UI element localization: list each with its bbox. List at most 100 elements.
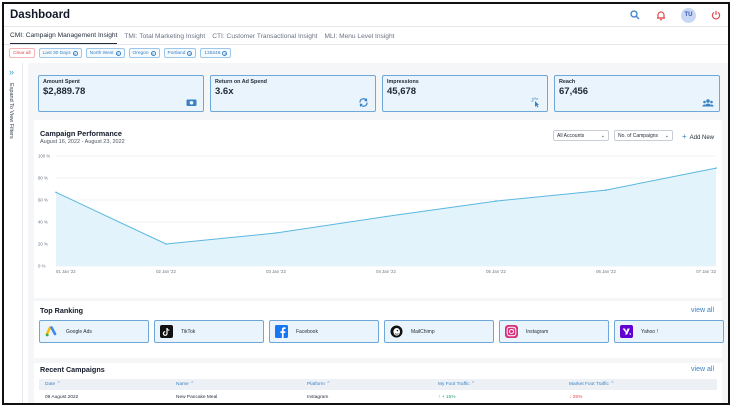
instagram-icon: [504, 325, 518, 339]
kpi-label: Amount Spent: [43, 79, 80, 85]
facebook-icon: [274, 325, 288, 339]
add-new-button[interactable]: + Add New: [682, 132, 714, 141]
table-row[interactable]: 09 August 2022 New Pancake Meal Instagra…: [39, 390, 717, 403]
kpi-card-reach[interactable]: Reach 67,456: [554, 75, 720, 112]
page-title: Dashboard: [10, 9, 71, 21]
user-avatar[interactable]: TU: [681, 7, 696, 23]
tab-cmi[interactable]: CMI: Campaign Management Insight: [10, 32, 118, 44]
kpi-value: 3.6x: [215, 86, 234, 97]
platform-name: Facebook: [296, 328, 318, 335]
close-icon[interactable]: ×: [150, 50, 156, 56]
performance-chart: 0 % 20 % 40 % 60 % 80 % 100 % 01 Jan '22 02 Jan…: [38, 154, 717, 274]
data-point: [275, 232, 277, 234]
header-actions: TU: [629, 7, 722, 23]
y-tick-label: 0 %: [38, 264, 46, 269]
x-tick-label: 03 Jan '22: [266, 269, 286, 274]
data-point: [495, 200, 497, 202]
recent-campaigns-table: Date ⌃ Name ⌃ Platform ⌃ My Foot Traffic…: [39, 379, 717, 403]
recent-title: Recent Campaigns: [40, 365, 105, 374]
cell-date: 09 August 2022: [45, 394, 79, 400]
x-tick-label: 04 Jan '22: [376, 269, 396, 274]
expand-filters-label[interactable]: Expand To View Filters: [8, 83, 14, 139]
campaigns-select-value: No. of Campaigns: [618, 132, 659, 139]
filter-chip[interactable]: 135246 ×: [200, 48, 232, 58]
platform-name: TikTok: [181, 328, 196, 335]
close-icon[interactable]: ×: [222, 50, 228, 56]
kpi-row: Amount Spent $2,889.78 Return on Ad Spen…: [38, 75, 720, 112]
column-header-name[interactable]: Name ⌃: [176, 382, 195, 387]
add-new-label: Add New: [689, 135, 714, 141]
chevron-down-icon: ⌄: [664, 132, 669, 139]
platform-card-yahoo[interactable]: Yahoo !: [614, 320, 724, 343]
kpi-card-impressions[interactable]: Impressions 45,678: [382, 75, 548, 112]
filter-sidebar: » Expand To View Filters: [4, 63, 23, 403]
money-icon: [186, 95, 197, 106]
chevron-down-icon: ⌄: [600, 132, 605, 139]
google-ads-icon: [44, 325, 58, 339]
clear-all-button[interactable]: Clear all: [9, 48, 35, 58]
kpi-value: 45,678: [387, 86, 417, 97]
column-header-my-foot-traffic[interactable]: My Foot Traffic ⌃: [438, 382, 475, 387]
kpi-value: $2,889.78: [43, 86, 86, 97]
platform-list: Google Ads TikTok Facebook: [39, 320, 724, 343]
tab-tmi[interactable]: TMI: Total Marketing Insight: [124, 33, 206, 40]
ranking-view-all-link[interactable]: view all: [691, 307, 714, 314]
users-icon: [702, 95, 714, 107]
platform-card-facebook[interactable]: Facebook: [269, 320, 379, 343]
recent-view-all-link[interactable]: view all: [691, 366, 714, 373]
platform-name: Google Ads: [66, 328, 92, 335]
plus-icon: +: [681, 132, 687, 141]
column-header-market-foot-traffic[interactable]: Market Foot Traffic ⌃: [569, 382, 615, 387]
platform-card-tiktok[interactable]: TikTok: [154, 320, 264, 343]
yahoo-icon: [619, 325, 633, 339]
filter-chip[interactable]: Last 30 Days ×: [38, 48, 82, 58]
top-header: Dashboard TU: [4, 4, 728, 27]
filter-chip-label: North West: [89, 50, 114, 56]
data-point: [55, 191, 57, 194]
kpi-value: 67,456: [559, 86, 589, 97]
filter-chip-label: Last 30 Days: [42, 50, 71, 56]
ranking-title: Top Ranking: [40, 306, 83, 315]
arrow-down-icon: ↓: [569, 394, 573, 400]
x-tick-label: 07 Jan '22: [696, 269, 716, 274]
close-icon[interactable]: ×: [115, 50, 121, 56]
x-tick-label: 06 Jan '22: [596, 269, 616, 274]
expand-chevron-icon[interactable]: »: [9, 67, 15, 77]
main-content: Amount Spent $2,889.78 Return on Ad Spen…: [28, 63, 728, 403]
campaigns-select[interactable]: No. of Campaigns ⌄: [614, 130, 673, 141]
insight-tabs: CMI: Campaign Management Insight TMI: To…: [4, 27, 728, 45]
y-tick-label: 80 %: [38, 176, 48, 181]
filter-chip[interactable]: North West ×: [85, 48, 125, 58]
table-header: Date ⌃ Name ⌃ Platform ⌃ My Foot Traffic…: [39, 379, 717, 390]
filter-chip-label: 135246: [204, 50, 221, 56]
search-icon[interactable]: [629, 9, 641, 21]
filter-chip-label: Portland: [167, 50, 186, 56]
power-icon[interactable]: [710, 9, 722, 21]
tiktok-icon: [159, 325, 173, 339]
column-header-platform[interactable]: Platform ⌃: [307, 382, 331, 387]
kpi-card-amount-spent[interactable]: Amount Spent $2,889.78: [38, 75, 204, 112]
accounts-select[interactable]: All Accounts ⌄: [553, 130, 609, 141]
close-icon[interactable]: ×: [72, 50, 78, 56]
tab-cti[interactable]: CTI: Customer Transactional Insight: [212, 33, 318, 40]
y-tick-label: 20 %: [38, 242, 48, 247]
filter-chip[interactable]: Oregon ×: [128, 48, 160, 58]
cell-name: New Pancake Meal: [176, 394, 218, 400]
column-header-date[interactable]: Date ⌃: [45, 382, 61, 387]
filter-chip-label: Oregon: [132, 50, 149, 56]
accounts-select-value: All Accounts: [557, 132, 585, 139]
notification-bell-icon[interactable]: [655, 9, 667, 21]
platform-card-instagram[interactable]: Instagram: [499, 320, 609, 343]
top-ranking-panel: Top Ranking view all Google Ads TikTok: [34, 301, 724, 358]
filter-chip[interactable]: Portland ×: [163, 48, 197, 58]
refresh-icon: [358, 95, 369, 107]
platform-card-google-ads[interactable]: Google Ads: [39, 320, 149, 343]
platform-card-mailchimp[interactable]: MailChimp: [384, 320, 494, 343]
tab-mli[interactable]: MLI: Menu Level Insight: [324, 33, 395, 40]
campaign-performance-panel: Campaign Performance August 16, 2022 - A…: [34, 120, 722, 298]
close-icon[interactable]: ×: [187, 50, 193, 56]
cell-my-foot-traffic: ↑ + 15%: [438, 394, 456, 400]
kpi-card-roas[interactable]: Return on Ad Spend 3.6x: [210, 75, 376, 112]
data-point: [385, 215, 387, 218]
